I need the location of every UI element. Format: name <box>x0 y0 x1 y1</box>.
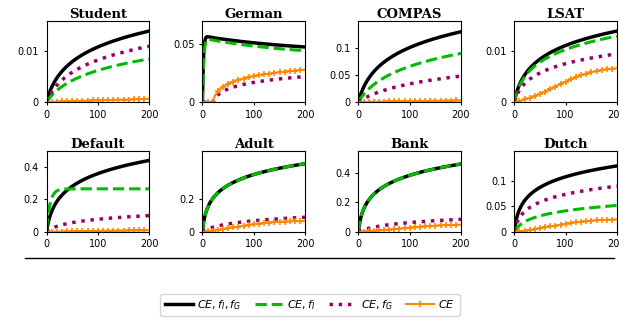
Legend: $CE, f_I, f_G$, $CE, f_I$, $CE, f_G$, $CE$: $CE, f_I, f_G$, $CE, f_I$, $CE, f_G$, $C… <box>161 294 459 317</box>
Title: LSAT: LSAT <box>547 8 585 21</box>
Title: Student: Student <box>69 8 127 21</box>
Title: German: German <box>224 8 283 21</box>
Title: COMPAS: COMPAS <box>377 8 442 21</box>
Title: Adult: Adult <box>234 138 273 151</box>
Title: Dutch: Dutch <box>543 138 588 151</box>
Title: Default: Default <box>71 138 125 151</box>
Title: Bank: Bank <box>391 138 429 151</box>
